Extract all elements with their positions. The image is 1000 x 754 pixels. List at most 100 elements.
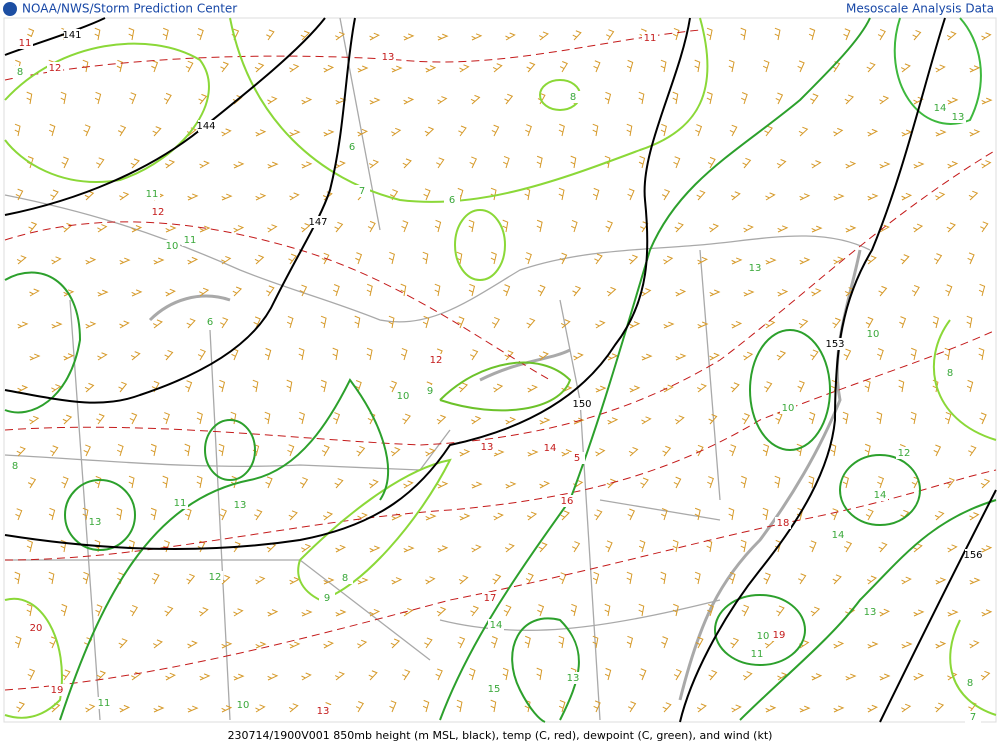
- label-bg: [559, 495, 575, 507]
- wind-barb: [673, 476, 682, 489]
- label-bg: [172, 497, 188, 509]
- wind-barb: [196, 475, 203, 489]
- label-bg: [315, 705, 331, 717]
- wind-barb: [490, 251, 497, 265]
- wind-barb: [765, 319, 776, 329]
- dewpoint-line: [439, 17, 871, 721]
- wind-barb: [152, 126, 162, 137]
- wind-barb: [502, 667, 509, 681]
- wind-barb: [743, 224, 754, 233]
- wind-barb: [536, 219, 543, 233]
- wind-barb: [910, 347, 917, 361]
- wind-barb: [97, 289, 109, 297]
- wind-barb: [199, 160, 210, 169]
- wind-barb: [876, 411, 883, 425]
- wind-barb: [219, 508, 227, 521]
- wind-barb: [844, 94, 854, 105]
- wind-barb: [354, 315, 361, 329]
- wind-barb: [764, 381, 773, 393]
- wind-barb: [119, 257, 131, 265]
- wind-barb: [762, 443, 770, 457]
- wind-barb: [879, 95, 890, 105]
- wind-barb: [82, 571, 90, 585]
- wind-barb: [526, 62, 536, 73]
- wind-barb: [845, 673, 857, 681]
- wind-barb: [150, 507, 157, 521]
- state-line: [4, 429, 721, 661]
- wind-barb: [539, 480, 551, 489]
- wind-barb: [932, 315, 939, 329]
- wind-barb: [626, 635, 634, 649]
- wind-barb: [944, 411, 952, 425]
- temp-line: [4, 29, 701, 81]
- wind-barb: [981, 160, 992, 169]
- wind-barb: [266, 285, 275, 297]
- wind-barb: [503, 284, 511, 297]
- dewpoint-label: 10: [397, 391, 410, 402]
- wind-barb: [570, 155, 577, 169]
- wind-barb: [980, 221, 989, 233]
- wind-barb: [94, 27, 101, 41]
- wind-barb: [592, 635, 599, 649]
- wind-barb: [197, 28, 204, 41]
- wind-barb: [468, 283, 476, 297]
- noaa-logo: [3, 2, 17, 16]
- label-bg: [965, 711, 981, 723]
- wind-barb: [29, 353, 41, 361]
- wind-barb: [638, 603, 645, 617]
- wind-barb: [422, 315, 430, 329]
- wind-barb: [299, 284, 308, 297]
- wind-barb: [391, 127, 402, 137]
- wind-barb: [116, 444, 124, 457]
- wind-barb: [832, 574, 842, 585]
- dewpoint-line: [949, 619, 997, 716]
- wind-barb: [808, 27, 816, 41]
- height-contours: [4, 17, 997, 723]
- dewpoint-label: 15: [488, 684, 501, 695]
- wind-barb: [288, 510, 298, 521]
- wind-barb: [981, 32, 992, 41]
- wind-barb: [980, 670, 991, 681]
- wind-barb: [673, 156, 681, 169]
- wind-barb: [935, 577, 947, 585]
- temp-label: 12: [152, 207, 165, 218]
- dewpoint-label: 11: [174, 498, 187, 509]
- wind-barb: [978, 283, 986, 297]
- wind-barb: [16, 701, 25, 713]
- wind-barb: [798, 318, 809, 329]
- wind-barb: [694, 59, 701, 73]
- wind-barb: [391, 65, 403, 73]
- wind-barb: [978, 347, 985, 361]
- wind-barb: [323, 129, 335, 137]
- wind-barb: [810, 606, 821, 617]
- wind-barb: [51, 321, 63, 329]
- wind-barb: [425, 513, 437, 521]
- wind-barb: [696, 190, 706, 201]
- label-bg: [354, 185, 370, 197]
- wind-barb: [901, 641, 913, 649]
- wind-barb: [675, 289, 687, 297]
- wind-barb: [491, 124, 500, 137]
- wind-barb: [913, 672, 925, 681]
- wind-barb: [877, 348, 884, 361]
- wind-barb: [762, 59, 770, 73]
- label-bg: [395, 390, 411, 402]
- wind-barb: [777, 289, 789, 297]
- wind-barb: [697, 321, 709, 329]
- label-bg: [87, 516, 103, 528]
- wind-barb: [832, 317, 841, 329]
- wind-barb: [287, 444, 295, 457]
- wind-barb: [150, 443, 157, 457]
- wind-barb: [437, 481, 449, 489]
- wind-barb: [626, 571, 633, 585]
- wind-barb: [366, 283, 373, 297]
- wind-barb: [94, 475, 102, 489]
- wind-barb: [220, 61, 229, 73]
- wind-barb: [741, 413, 751, 425]
- wind-barb: [60, 603, 68, 617]
- wind-barb: [729, 124, 738, 137]
- wind-barb: [968, 445, 977, 457]
- wind-barb: [706, 27, 713, 41]
- wind-barb: [96, 157, 105, 169]
- wind-barb: [946, 222, 956, 233]
